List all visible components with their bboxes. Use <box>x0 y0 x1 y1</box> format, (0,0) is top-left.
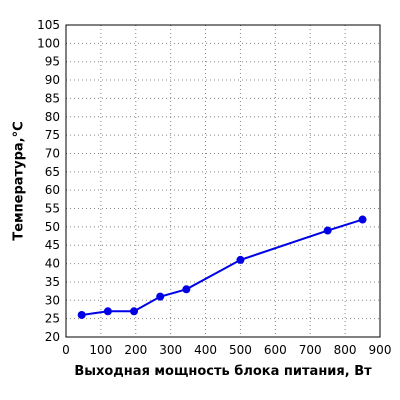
x-tick-label: 300 <box>159 343 182 357</box>
data-point <box>182 285 191 294</box>
y-tick-label: 65 <box>45 165 60 179</box>
x-tick-label: 200 <box>124 343 147 357</box>
y-tick-label: 105 <box>37 18 60 32</box>
data-point <box>103 307 112 316</box>
x-tick-label: 900 <box>369 343 392 357</box>
x-tick-label: 700 <box>299 343 322 357</box>
x-tick-label: 100 <box>89 343 112 357</box>
data-point <box>358 215 367 224</box>
y-tick-labels: 20 25 30 35 40 45 50 55 60 65 70 75 80 85 90 95 100 105 <box>37 18 60 344</box>
y-tick-label: 55 <box>45 202 60 216</box>
y-tick-label: 80 <box>45 110 60 124</box>
x-tick-label: 0 <box>62 343 70 357</box>
data-point <box>323 226 332 235</box>
y-tick-label: 30 <box>45 293 60 307</box>
x-axis-title: Выходная мощность блока питания, Вт <box>74 364 372 379</box>
x-tick-labels: 0 100 200 300 400 500 600 700 800 900 <box>62 343 391 357</box>
data-point <box>156 292 165 301</box>
grid <box>66 25 380 337</box>
x-tick-label: 400 <box>194 343 217 357</box>
y-tick-label: 90 <box>45 73 60 87</box>
y-tick-label: 70 <box>45 146 60 160</box>
data-point <box>236 255 245 264</box>
plot-frame <box>65 24 381 338</box>
y-tick-label: 75 <box>45 128 60 142</box>
series-line <box>77 215 367 319</box>
y-tick-label: 35 <box>45 275 60 289</box>
x-tick-label: 500 <box>229 343 252 357</box>
y-tick-label: 85 <box>45 91 60 105</box>
y-tick-label: 40 <box>45 257 60 271</box>
x-tick-label: 600 <box>264 343 287 357</box>
y-tick-label: 45 <box>45 238 60 252</box>
y-tick-label: 60 <box>45 183 60 197</box>
data-point <box>77 310 86 319</box>
y-tick-label: 95 <box>45 55 60 69</box>
series-line-path <box>81 218 363 316</box>
x-tick-label: 800 <box>334 343 357 357</box>
y-tick-label: 50 <box>45 220 60 234</box>
y-tick-label: 25 <box>45 312 60 326</box>
data-point <box>130 307 139 316</box>
y-axis-title: Температура,°С <box>12 121 27 240</box>
y-tick-label: 100 <box>37 36 60 50</box>
y-tick-label: 20 <box>45 330 60 344</box>
